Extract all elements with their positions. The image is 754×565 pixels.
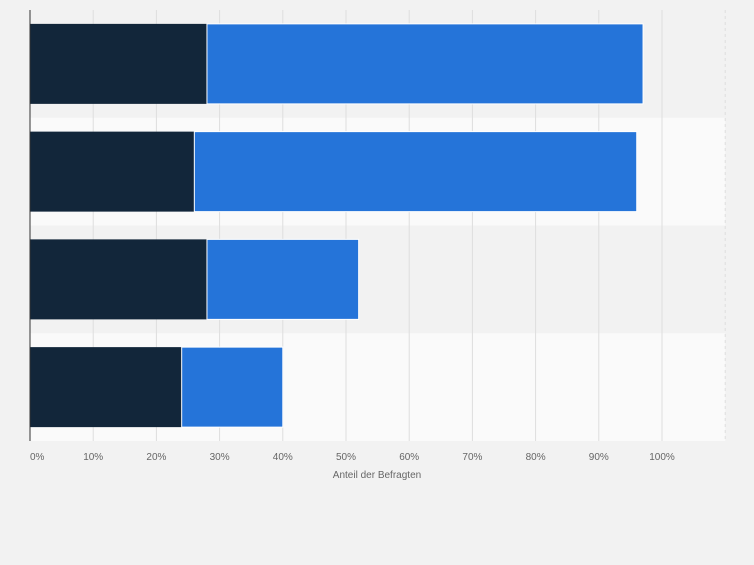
x-tick-label: 0% — [30, 452, 45, 463]
x-tick-label: 50% — [336, 452, 356, 463]
bars — [30, 23, 644, 428]
bar-segment-series-2 — [193, 131, 638, 213]
x-tick-label: 10% — [83, 452, 103, 463]
x-tick-label: 90% — [589, 452, 609, 463]
x-tick-label: 30% — [210, 452, 230, 463]
x-tick-label: 40% — [273, 452, 293, 463]
x-tick-label: 20% — [146, 452, 166, 463]
x-tick-label: 80% — [526, 452, 546, 463]
x-axis-label: Anteil der Befragten — [333, 470, 421, 481]
bar-segment-series-2 — [206, 238, 360, 320]
x-tick-label: 100% — [649, 452, 675, 463]
x-tick-label: 60% — [399, 452, 419, 463]
bar-segment-series-1 — [30, 239, 207, 320]
bar-segment-series-1 — [30, 131, 195, 212]
x-tick-label: 70% — [462, 452, 482, 463]
bar-segment-series-2 — [206, 23, 644, 105]
bar-segment-series-1 — [30, 23, 207, 104]
bar-segment-series-2 — [181, 346, 284, 428]
bar-segment-series-1 — [30, 347, 182, 428]
x-tick-labels: 0% 10% 20% 30% 40% 50% 60% 70% 80% 90% 100% — [30, 452, 675, 463]
